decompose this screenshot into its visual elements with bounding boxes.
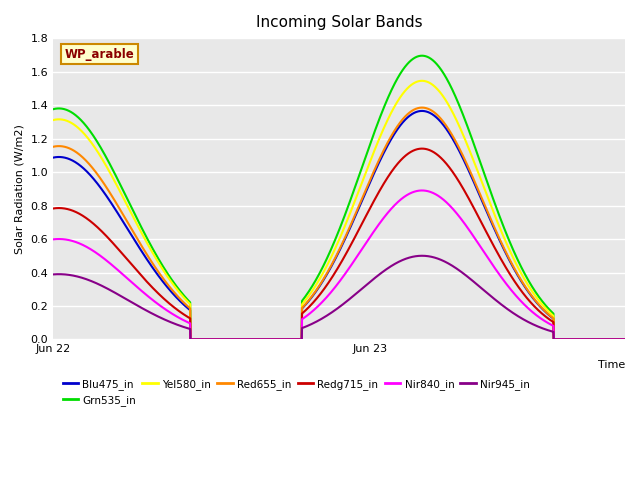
Blu475_in: [605, 336, 613, 342]
Nir945_in: [500, 304, 508, 310]
Redg715_in: [328, 276, 335, 281]
Yel580_in: [605, 336, 613, 342]
Line: Nir945_in: Nir945_in: [53, 256, 625, 339]
Red655_in: [605, 336, 613, 342]
Redg715_in: [187, 336, 195, 342]
Red655_in: [418, 105, 426, 110]
Redg715_in: [605, 336, 613, 342]
Blu475_in: [621, 336, 629, 342]
Yel580_in: [312, 282, 320, 288]
Y-axis label: Solar Radiation (W/m2): Solar Radiation (W/m2): [15, 124, 25, 254]
Blu475_in: [49, 155, 57, 160]
Red655_in: [187, 336, 195, 342]
Nir840_in: [187, 336, 195, 342]
Blu475_in: [605, 336, 612, 342]
Yel580_in: [328, 253, 335, 259]
Line: Yel580_in: Yel580_in: [53, 81, 625, 339]
Redg715_in: [312, 296, 320, 302]
Redg715_in: [79, 213, 86, 218]
Yel580_in: [49, 117, 57, 123]
X-axis label: Time: Time: [598, 360, 625, 370]
Redg715_in: [49, 205, 57, 211]
Red655_in: [500, 245, 508, 251]
Legend: Blu475_in, Grn535_in, Yel580_in, Red655_in, Redg715_in, Nir840_in, Nir945_in: Blu475_in, Grn535_in, Yel580_in, Red655_…: [58, 375, 534, 410]
Red655_in: [328, 262, 335, 268]
Blu475_in: [79, 165, 86, 170]
Yel580_in: [187, 336, 195, 342]
Red655_in: [79, 154, 86, 160]
Nir840_in: [418, 188, 426, 193]
Nir945_in: [621, 336, 629, 342]
Redg715_in: [500, 262, 508, 267]
Grn535_in: [328, 245, 335, 251]
Nir945_in: [605, 336, 613, 342]
Yel580_in: [418, 78, 426, 84]
Yel580_in: [605, 336, 612, 342]
Nir840_in: [312, 305, 320, 311]
Nir945_in: [418, 253, 426, 259]
Line: Blu475_in: Blu475_in: [53, 111, 625, 339]
Line: Red655_in: Red655_in: [53, 108, 625, 339]
Redg715_in: [621, 336, 629, 342]
Nir945_in: [605, 336, 612, 342]
Grn535_in: [605, 336, 612, 342]
Grn535_in: [605, 336, 613, 342]
Grn535_in: [312, 276, 320, 282]
Grn535_in: [187, 336, 195, 342]
Blu475_in: [418, 108, 426, 114]
Nir945_in: [328, 310, 335, 315]
Nir945_in: [79, 275, 86, 281]
Red655_in: [605, 336, 612, 342]
Nir840_in: [500, 278, 508, 284]
Nir945_in: [49, 272, 57, 277]
Blu475_in: [187, 336, 195, 342]
Line: Grn535_in: Grn535_in: [53, 56, 625, 339]
Grn535_in: [49, 107, 57, 112]
Red655_in: [49, 144, 57, 150]
Grn535_in: [418, 53, 426, 59]
Nir945_in: [312, 319, 320, 324]
Grn535_in: [500, 225, 508, 231]
Nir840_in: [621, 336, 629, 342]
Grn535_in: [79, 119, 86, 124]
Line: Nir840_in: Nir840_in: [53, 191, 625, 339]
Nir945_in: [187, 336, 195, 342]
Grn535_in: [621, 336, 629, 342]
Nir840_in: [605, 336, 613, 342]
Red655_in: [312, 288, 320, 293]
Line: Redg715_in: Redg715_in: [53, 149, 625, 339]
Nir840_in: [79, 242, 86, 248]
Nir840_in: [49, 237, 57, 242]
Redg715_in: [418, 146, 426, 152]
Blu475_in: [312, 288, 320, 294]
Title: Incoming Solar Bands: Incoming Solar Bands: [256, 15, 422, 30]
Yel580_in: [500, 235, 508, 240]
Yel580_in: [621, 336, 629, 342]
Blu475_in: [500, 247, 508, 252]
Blu475_in: [328, 263, 335, 269]
Text: WP_arable: WP_arable: [65, 48, 134, 60]
Yel580_in: [79, 129, 86, 135]
Red655_in: [621, 336, 629, 342]
Nir840_in: [328, 289, 335, 295]
Nir840_in: [605, 336, 612, 342]
Redg715_in: [605, 336, 612, 342]
